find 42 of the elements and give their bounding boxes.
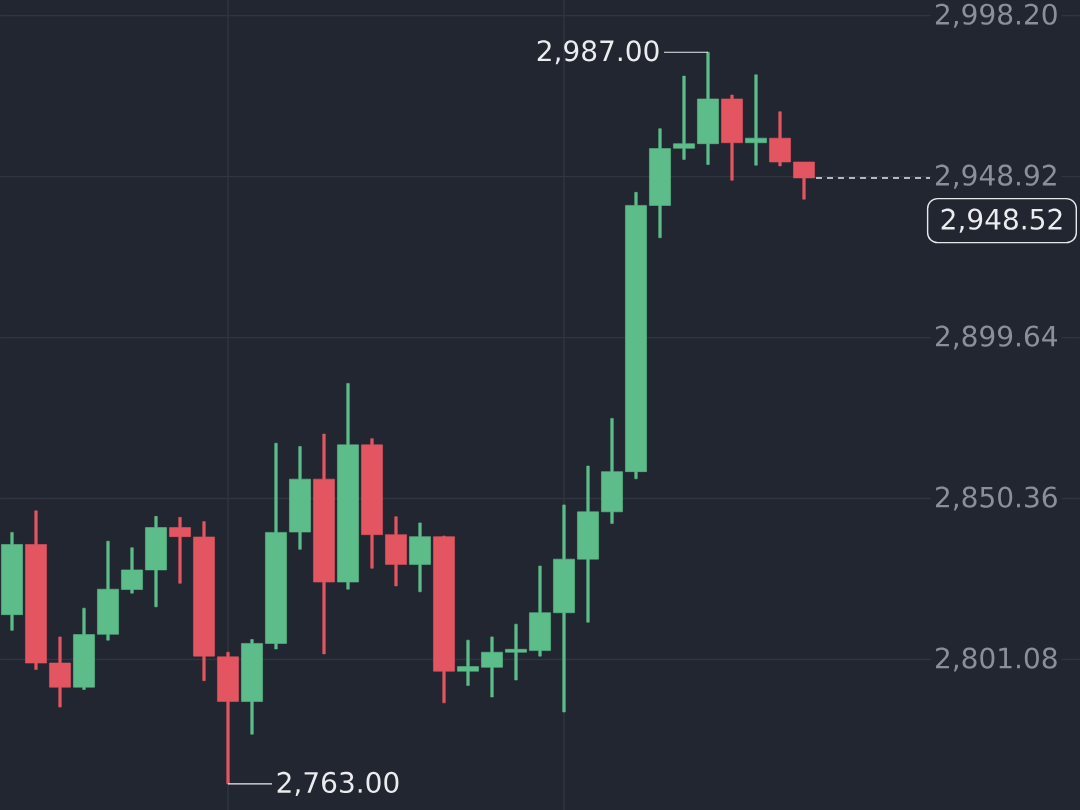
- candlestick: [121, 547, 143, 594]
- candlestick: [385, 516, 407, 587]
- candlestick: [745, 74, 767, 166]
- candlestick: [577, 465, 599, 623]
- candlestick: [433, 535, 455, 704]
- candlestick: [673, 75, 695, 160]
- y-tick-label: 2,850.36: [935, 486, 1057, 511]
- candlestick: [73, 607, 95, 690]
- candlestick: [289, 446, 311, 550]
- candlestick: [313, 433, 335, 655]
- candlestick: [193, 521, 215, 681]
- candlestick: [169, 517, 191, 584]
- candlestick: [145, 516, 167, 608]
- y-tick-label: 2,899.64: [935, 325, 1058, 350]
- annotation: 2,763.00: [277, 771, 399, 796]
- y-tick-label: 2,998.20: [935, 3, 1057, 28]
- candlestick: [649, 128, 671, 239]
- candlestick: [265, 442, 287, 650]
- candlestick: [481, 636, 503, 698]
- candlestick: [361, 438, 383, 569]
- candlestick: [625, 192, 647, 480]
- candlestick: [217, 651, 239, 785]
- annotation: 2,987.00: [537, 40, 659, 65]
- candlestick: [337, 383, 359, 590]
- candlestick: [721, 94, 743, 181]
- candlestick: [529, 565, 551, 657]
- candlestick: [457, 639, 479, 686]
- candlestick: [241, 639, 263, 735]
- candlestick: [505, 623, 527, 681]
- candlestick: [409, 522, 431, 593]
- candlestick: [553, 504, 575, 713]
- candlestick: [793, 161, 815, 200]
- candlestick: [49, 636, 71, 708]
- candlestick: [97, 540, 119, 641]
- y-tick-label: 2,801.08: [935, 647, 1057, 672]
- candlestick: [697, 51, 719, 165]
- candlestick: [25, 510, 47, 670]
- legend-label: 2,948.52: [941, 208, 1062, 233]
- candlestick: [1, 532, 23, 631]
- y-tick-label: 2,948.92: [935, 164, 1056, 189]
- candlestick: [769, 111, 791, 167]
- candlestick: [601, 418, 623, 524]
